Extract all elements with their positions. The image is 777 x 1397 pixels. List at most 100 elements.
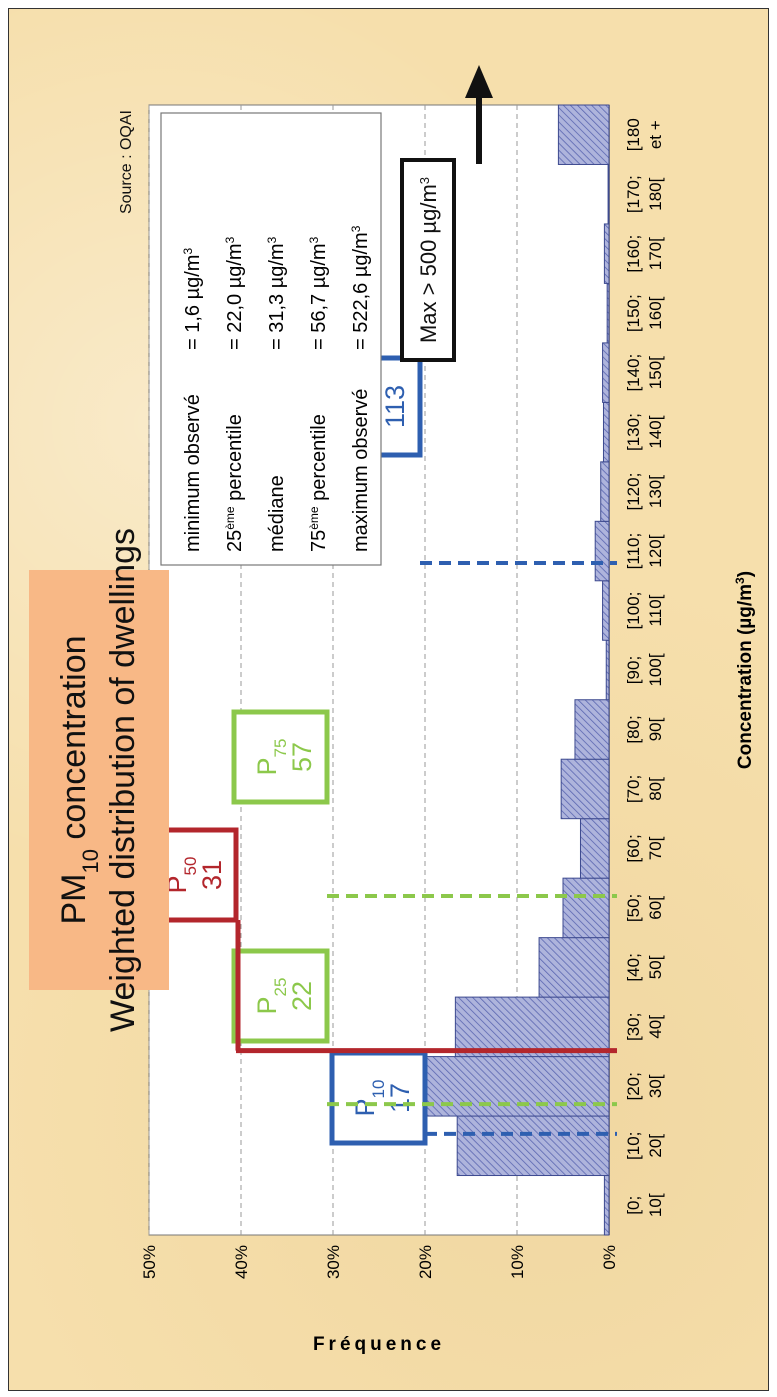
stats-row-label: maximum observé bbox=[350, 389, 372, 552]
x-tick-label-bottom: 60[ bbox=[646, 896, 665, 920]
y-tick-label: 40% bbox=[232, 1245, 251, 1279]
max-label-sup: 3 bbox=[417, 177, 432, 184]
histogram-bar bbox=[606, 282, 610, 344]
max-box bbox=[400, 158, 456, 362]
percentile-value-p75: 57 bbox=[287, 742, 317, 772]
histogram-bar bbox=[456, 1115, 610, 1177]
x-tick-label-top: [160; bbox=[624, 235, 643, 273]
title-line1: PM10 concentration bbox=[55, 635, 103, 924]
percentile-value-p10: 17 bbox=[385, 1083, 415, 1113]
x-tick-label-top: [150; bbox=[624, 294, 643, 332]
rotated-chart-stage: P1017P2522P5031P7557P90113 0%10%20%30%40… bbox=[9, 9, 768, 1390]
x-tick-label-bottom: 80[ bbox=[646, 777, 665, 801]
x-tick-label-bottom: 50[ bbox=[646, 955, 665, 979]
title-box bbox=[29, 570, 169, 990]
x-tick-label-top: [40; bbox=[624, 953, 643, 981]
y-axis-label: Fréquence bbox=[313, 1334, 445, 1355]
x-axis-ticks: [0; 10[[10; 20[[20; 30[[30; 40[[40; 50[[50; 60… bbox=[624, 118, 665, 1217]
x-tick-label-top: [90; bbox=[624, 656, 643, 684]
x-tick-label-bottom: 70[ bbox=[646, 836, 665, 860]
chart-page: P1017P2522P5031P7557P90113 0%10%20%30%40… bbox=[8, 8, 769, 1391]
x-tick-label-bottom: 130[ bbox=[646, 475, 665, 508]
x-tick-label-bottom: 90[ bbox=[646, 717, 665, 741]
stats-row-value: = 56,7 µg/m3 bbox=[307, 236, 330, 350]
x-tick-label-top: [50; bbox=[624, 894, 643, 922]
histogram-bar bbox=[538, 937, 610, 998]
histogram-bar bbox=[602, 401, 610, 463]
histogram-bar bbox=[560, 758, 610, 820]
y-tick-label: 50% bbox=[140, 1245, 159, 1279]
x-tick-label-bottom: 110[ bbox=[646, 594, 665, 626]
stats-rows: minimum observé = 1,6 µg/m3 25ème percenti… bbox=[181, 225, 372, 552]
x-tick-label-top: [170; bbox=[624, 175, 643, 213]
histogram-bar bbox=[579, 818, 610, 879]
histogram-bar bbox=[557, 104, 610, 165]
x-tick-label-bottom: 170[ bbox=[646, 237, 665, 270]
histogram-bar bbox=[603, 223, 610, 284]
x-tick-label-bottom: 160[ bbox=[646, 296, 665, 329]
y-tick-label: 10% bbox=[508, 1245, 527, 1279]
x-tick-label-top: [60; bbox=[624, 834, 643, 862]
x-tick-label-bottom: 180[ bbox=[646, 177, 665, 210]
percentile-box-p75 bbox=[231, 709, 330, 805]
y-tick-label: 0% bbox=[600, 1245, 619, 1270]
stats-row-value: = 1,6 µg/m3 bbox=[181, 248, 204, 350]
x-tick-label-top: [30; bbox=[624, 1013, 643, 1041]
x-axis-label-sup: 3 bbox=[733, 577, 747, 584]
x-tick-label-top: [80; bbox=[624, 715, 643, 743]
stats-row-value: = 22,0 µg/m3 bbox=[223, 236, 246, 350]
x-tick-label-bottom: 150[ bbox=[646, 356, 665, 389]
x-tick-label-top: [140; bbox=[624, 354, 643, 392]
histogram-bar bbox=[603, 1175, 610, 1236]
max-label: Max > 500 µg/m3 bbox=[416, 177, 441, 343]
percentile-value-p50: 31 bbox=[197, 860, 227, 890]
title-pm: PM bbox=[55, 874, 93, 925]
x-tick-label-bottom: et + bbox=[646, 120, 665, 149]
y-tick-label: 20% bbox=[416, 1245, 435, 1279]
histogram-bar bbox=[605, 639, 610, 701]
source-label: Source : OQAI bbox=[118, 110, 135, 214]
y-axis-ticks: 0% 10% 20% 30% 40% 50% bbox=[140, 1245, 619, 1279]
histogram-bar bbox=[602, 580, 610, 641]
histogram-bar bbox=[600, 461, 610, 522]
title-pm-sub: 10 bbox=[78, 849, 103, 873]
x-tick-label-top: [70; bbox=[624, 775, 643, 803]
max-arrow-head bbox=[465, 65, 493, 98]
histogram-bar bbox=[574, 699, 610, 760]
x-axis-label-close: ) bbox=[735, 571, 756, 577]
x-tick-label-bottom: 30[ bbox=[646, 1074, 665, 1098]
percentile-value-p25: 22 bbox=[287, 981, 317, 1011]
x-tick-label-top: [100; bbox=[624, 592, 643, 630]
x-tick-label-bottom: 40[ bbox=[646, 1015, 665, 1039]
stats-row-label: médiane bbox=[266, 475, 288, 552]
x-tick-label-bottom: 140[ bbox=[646, 415, 665, 448]
stats-row-value: = 31,3 µg/m3 bbox=[265, 236, 288, 350]
x-tick-label-bottom: 20[ bbox=[646, 1134, 665, 1158]
x-tick-label-top: [0; bbox=[624, 1196, 643, 1215]
max-label-text: Max > 500 µg/m bbox=[416, 184, 441, 343]
stats-row-value: = 522,6 µg/m3 bbox=[349, 225, 372, 350]
x-tick-label-bottom: 120[ bbox=[646, 534, 665, 567]
stats-row-label: 25ème percentile bbox=[223, 414, 246, 552]
stats-row-label: 75ème percentile bbox=[307, 414, 330, 552]
x-tick-label-top: [180 bbox=[624, 118, 643, 151]
title-rest: concentration bbox=[55, 635, 93, 849]
x-axis-label-text: Concentration (µg/m bbox=[735, 584, 756, 769]
x-tick-label-top: [20; bbox=[624, 1072, 643, 1100]
percentile-label-p25: P25 bbox=[252, 978, 290, 1015]
title-line2: Weighted distribution of dwellings bbox=[104, 528, 142, 1032]
histogram-bar bbox=[562, 877, 610, 939]
percentile-label-p50: P50 bbox=[162, 857, 200, 894]
percentile-box-p25 bbox=[231, 948, 330, 1044]
x-tick-label-top: [130; bbox=[624, 413, 643, 451]
stats-row-label: minimum observé bbox=[182, 394, 204, 552]
stats-box bbox=[160, 112, 382, 566]
x-axis-label: Concentration (µg/m3) bbox=[733, 571, 756, 769]
histogram-bar bbox=[594, 520, 610, 582]
histogram-bar bbox=[607, 163, 610, 225]
x-tick-label-top: [120; bbox=[624, 473, 643, 511]
histogram-chart: P1017P2522P5031P7557P90113 0%10%20%30%40… bbox=[29, 65, 756, 1355]
histogram-bar bbox=[454, 996, 610, 1058]
percentile-label-p75: P75 bbox=[252, 739, 290, 776]
percentile-value-p90: 113 bbox=[380, 385, 410, 428]
